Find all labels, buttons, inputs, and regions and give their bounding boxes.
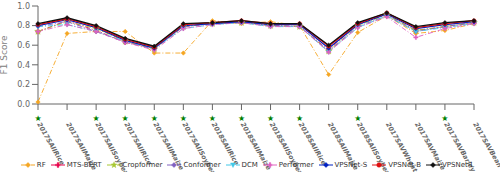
svg-text:0.0: 0.0 — [17, 100, 30, 109]
svg-text:2017SAVBean: 2017SAVBean — [471, 121, 492, 169]
svg-text:0.6: 0.6 — [17, 41, 30, 50]
svg-text:0.2: 0.2 — [17, 80, 30, 89]
svg-text:0.8: 0.8 — [17, 21, 30, 30]
svg-text:2018SAIIRice: 2018SAIIRice — [297, 121, 328, 167]
svg-text:F1 Score: F1 Score — [8, 35, 9, 74]
svg-text:2017SAVBarley: 2017SAVBarley — [442, 121, 477, 172]
svg-text:1.0: 1.0 — [17, 2, 30, 11]
svg-text:2017SAIIRice: 2017SAIIRice — [35, 121, 66, 167]
svg-text:2018SAIIMaize: 2018SAIIMaize — [239, 121, 273, 172]
svg-text:2017SAIIRice: 2017SAIIRice — [122, 121, 153, 167]
svg-text:0.4: 0.4 — [17, 61, 30, 70]
svg-text:2018SAIIRice: 2018SAIIRice — [210, 121, 241, 167]
